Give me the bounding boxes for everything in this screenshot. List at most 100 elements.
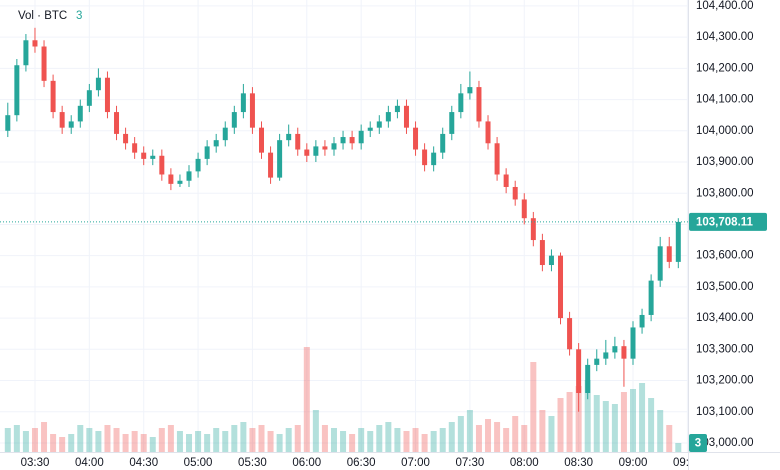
volume-bar [312, 410, 319, 452]
volume-bar [22, 431, 29, 452]
volume-bar [657, 410, 664, 452]
candle-body [304, 149, 310, 156]
candle-body [648, 280, 654, 315]
volume-bar [539, 410, 546, 452]
volume-bar [485, 419, 492, 452]
candle-body [594, 358, 600, 365]
candle-body [50, 80, 56, 113]
candle-body [367, 127, 373, 131]
candle-body [358, 130, 364, 144]
candle-body [249, 93, 255, 128]
volume-bar [50, 434, 57, 452]
volume-bar [593, 395, 600, 452]
candle-body [576, 349, 582, 394]
volume-bar [4, 428, 11, 452]
candle-body [657, 246, 663, 281]
volume-bar [204, 434, 211, 452]
volume-bar [59, 437, 66, 452]
volume-bar [303, 347, 310, 452]
candle-body [295, 133, 301, 150]
volume-bar [231, 425, 238, 452]
volume-bar [276, 434, 283, 452]
volume-bar [340, 431, 347, 452]
candle-body [77, 105, 83, 122]
x-tick-label: 09:00 [619, 457, 648, 469]
candle-body [177, 180, 183, 184]
candle-body [603, 352, 609, 359]
volume-bar [13, 425, 20, 452]
candle-body [86, 90, 92, 106]
y-tick-label: 103,100.00 [696, 406, 754, 418]
volume-bar [140, 434, 147, 452]
candle-body [68, 121, 74, 128]
volume-bar [186, 434, 193, 452]
candle-body [268, 152, 274, 178]
volume-bar [648, 398, 655, 452]
candle-body [413, 127, 419, 150]
x-tick-label: 04:00 [75, 457, 104, 469]
y-tick-label: 104,200.00 [696, 62, 754, 74]
x-tick-label: 08:30 [564, 457, 593, 469]
last-volume-box [689, 434, 707, 452]
candle-body [222, 127, 228, 141]
volume-bar [349, 434, 356, 452]
x-tick-label: 07:00 [401, 457, 430, 469]
volume-bar [149, 437, 156, 452]
candle-body [440, 133, 446, 153]
volume-bar [195, 431, 202, 452]
candle-body [277, 140, 283, 178]
candle-body [168, 174, 174, 184]
y-tick-label: 103,200.00 [696, 375, 754, 387]
volume-bar [566, 392, 573, 452]
candle-body [313, 146, 319, 156]
volume-bar [430, 431, 437, 452]
volume-bar [240, 422, 247, 452]
candle-body [422, 149, 428, 166]
volume-bar [475, 425, 482, 452]
candle-body [240, 93, 246, 113]
volume-bar [439, 428, 446, 452]
volume-bar [530, 362, 537, 452]
candle-body [403, 105, 409, 128]
volume-bar [639, 383, 646, 452]
candle-body [41, 46, 47, 81]
volume-bar [267, 431, 274, 452]
volume-bar [548, 416, 555, 452]
volume-bar [104, 425, 111, 452]
last-volume-label: 3 [695, 438, 701, 450]
candle-body [32, 40, 38, 47]
candle-body [612, 346, 618, 353]
candle-body [195, 158, 201, 172]
volume-bar [167, 425, 174, 452]
volume-bar [412, 428, 419, 452]
candle-body [431, 152, 437, 166]
volume-bar [584, 380, 591, 452]
y-tick-label: 104,100.00 [696, 94, 754, 106]
candles [5, 27, 681, 412]
volume-bar [131, 431, 138, 452]
volume-bar [367, 431, 374, 452]
candle-body [630, 327, 636, 359]
volume-bar [602, 401, 609, 452]
y-tick-label: 103,300.00 [696, 343, 754, 355]
candle-body [494, 143, 500, 175]
y-tick-label: 103,800.00 [696, 187, 754, 199]
candle-body [530, 218, 536, 241]
candle-body [449, 112, 455, 134]
x-tick-label: 08:00 [510, 457, 539, 469]
volume-bar [675, 443, 682, 452]
last-price-box [689, 212, 767, 231]
volume-bar [41, 422, 48, 452]
candle-body [675, 221, 681, 262]
volume-bar [158, 428, 165, 452]
y-tick-label: 104,400.00 [696, 0, 754, 12]
candle-body [5, 115, 11, 131]
volume-bar [620, 392, 627, 452]
volume-bar [394, 428, 401, 452]
candle-body [467, 87, 473, 94]
volume-bar [421, 434, 428, 452]
volume-bar [31, 428, 38, 452]
volume-bar [494, 422, 501, 452]
candle-body [585, 364, 591, 394]
